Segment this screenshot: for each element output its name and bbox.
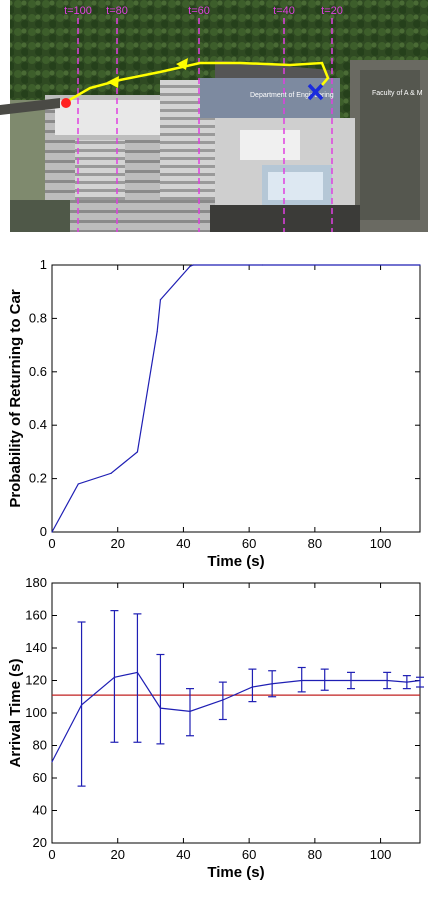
car-marker-icon [307,83,324,101]
aerial-map-panel: t=100 t=80 t=60 t=40 t=20 Department of Engi… [0,0,437,232]
prob-x-tick-label: 100 [370,536,392,551]
arrival-data-point [189,710,191,712]
arrival-data-point [419,679,421,682]
prob-plot-frame [51,264,421,533]
arrival-data-point [222,699,224,701]
probability-chart-panel: 0 20 40 60 80 100 0 0.2 0.4 0.6 0.8 1 Time (s) Probab… [0,248,437,578]
time-marker-label: t=40 [273,5,295,17]
time-marker-label: t=20 [321,5,343,17]
arrival-chart-panel: 0 20 40 60 80 100 20 40 60 80 100 120 140 160 180 Time … [0,568,437,892]
prob-data-point [248,264,250,266]
prob-data-point [110,472,112,474]
probability-chart: 0 20 40 60 80 100 0 0.2 0.4 0.6 0.8 1 Time (s) Probab… [7,257,421,570]
arrival-data-point [251,686,254,688]
prob-x-tick-label: 60 [242,536,256,551]
prob-data-point [136,451,139,453]
prob-y-tick-label: 0.8 [29,310,47,325]
prob-x-tick-label: 0 [48,536,55,551]
aerial-map: t=100 t=80 t=60 t=40 t=20 Department of Engi… [0,0,428,232]
prob-x-tick-label: 80 [308,536,322,551]
arrival-data-point [301,679,303,682]
arrival-y-tick-label: 100 [25,705,47,720]
arrival-data-point [324,679,326,682]
arrival-y-tick-label: 120 [25,673,47,688]
arrival-y-tick-label: 160 [25,608,47,623]
arrival-data-point [271,683,273,685]
arrival-data-point [80,704,83,706]
arrival-data-point [406,681,408,683]
prob-data-point [192,264,194,266]
arrival-x-tick-label: 40 [176,847,190,862]
arrival-data-point [51,761,53,763]
arrival-y-tick-label: 20 [33,835,47,850]
arrival-y-tick-label: 40 [33,803,47,818]
building-label: Department of Engineering [250,92,334,99]
arrival-x-tick-label: 80 [308,847,322,862]
arrival-y-tick-label: 80 [33,738,47,753]
path-arrow-icon [176,58,188,70]
prob-y-tick-label: 0.6 [29,364,47,379]
arrival-data-point [350,679,352,682]
prob-x-tick-label: 20 [110,536,124,551]
arrival-data-point [113,676,116,678]
arrival-x-axis-label: Time (s) [207,864,264,881]
prob-y-tick-label: 0.4 [29,417,47,432]
path-arrow-icon [107,76,119,88]
arrival-time-chart: 0 20 40 60 80 10020406080100120140160180Time … [7,575,424,881]
prob-x-axis-label: Time (s) [207,553,264,570]
arrival-y-axis-label: Arrival Time (s) [7,659,24,768]
time-marker-label: t=80 [106,5,128,17]
map-background [0,0,428,232]
arrival-x-tick-label: 100 [370,847,392,862]
arrival-data-point [136,671,139,673]
prob-data-point [159,299,162,301]
arrival-y-tick-label: 180 [25,575,47,590]
prob-y-tick-label: 0 [40,524,47,539]
prob-x-tick-label: 40 [176,536,190,551]
prob-data-point [156,331,158,333]
time-marker-label: t=60 [188,5,210,17]
arrival-x-tick-label: 60 [242,847,256,862]
prob-y-tick-label: 1 [40,257,47,272]
arrival-x-tick-label: 20 [110,847,124,862]
prob-y-tick-label: 0.2 [29,471,47,486]
faculty-label: Faculty of A & M [372,90,423,97]
arrival-plot-frame [51,582,421,844]
time-marker-label: t=100 [64,5,92,17]
arrival-data-point [386,679,388,682]
arrival-x-tick-label: 0 [48,847,55,862]
prob-data-point [419,264,421,266]
arrival-y-tick-label: 140 [25,640,47,655]
prob-data-point [51,531,53,533]
arrival-y-tick-label: 60 [33,770,47,785]
walk-path [65,61,330,104]
prob-data-point [77,483,79,485]
arrival-data-point [159,707,162,709]
prob-data-point [189,265,191,267]
prob-y-axis-label: Probability of Returning to Car [7,289,24,507]
start-point-marker [61,98,71,108]
prob-data-point [261,264,263,266]
